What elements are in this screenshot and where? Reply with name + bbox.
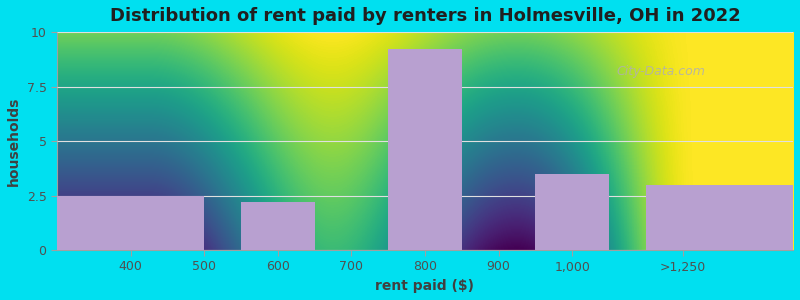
Bar xyxy=(646,185,793,250)
Bar xyxy=(388,50,462,250)
Y-axis label: households: households xyxy=(7,96,21,186)
Bar xyxy=(241,202,314,250)
Bar xyxy=(57,196,204,250)
Title: Distribution of rent paid by renters in Holmesville, OH in 2022: Distribution of rent paid by renters in … xyxy=(110,7,740,25)
Bar xyxy=(535,174,609,250)
X-axis label: rent paid ($): rent paid ($) xyxy=(375,279,474,293)
Text: City-Data.com: City-Data.com xyxy=(616,65,706,78)
